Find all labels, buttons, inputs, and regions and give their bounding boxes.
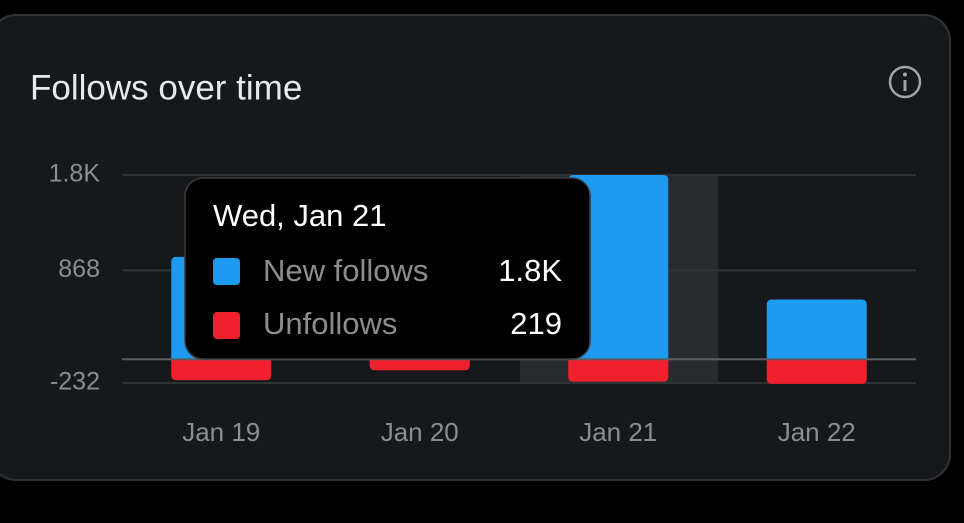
y-tick-label: -232 [50,368,100,396]
bar [568,359,669,382]
bar [766,359,867,384]
y-tick-label: 1.8K [49,160,101,188]
tooltip-value: 219 [510,306,562,341]
tooltip-swatch [213,312,240,339]
x-tick-label: Jan 19 [182,417,260,447]
bar [568,175,669,360]
bar [171,359,272,381]
x-tick-label: Jan 22 [778,417,856,447]
bar [369,359,470,371]
tooltip-title: Wed, Jan 21 [213,198,386,233]
x-tick-label: Jan 21 [579,417,657,447]
tooltip-swatch [213,258,240,285]
x-tick-label: Jan 20 [381,417,459,447]
tooltip: Wed, Jan 21 New follows 1.8K Unfollows 2… [184,177,591,360]
bar [766,299,867,360]
tooltip-label: New follows [263,253,428,288]
y-tick-label: 868 [58,255,100,283]
chart-title: Follows over time [30,68,302,107]
tooltip-label: Unfollows [263,306,397,341]
info-icon[interactable] [888,65,922,99]
tooltip-value: 1.8K [498,253,562,288]
